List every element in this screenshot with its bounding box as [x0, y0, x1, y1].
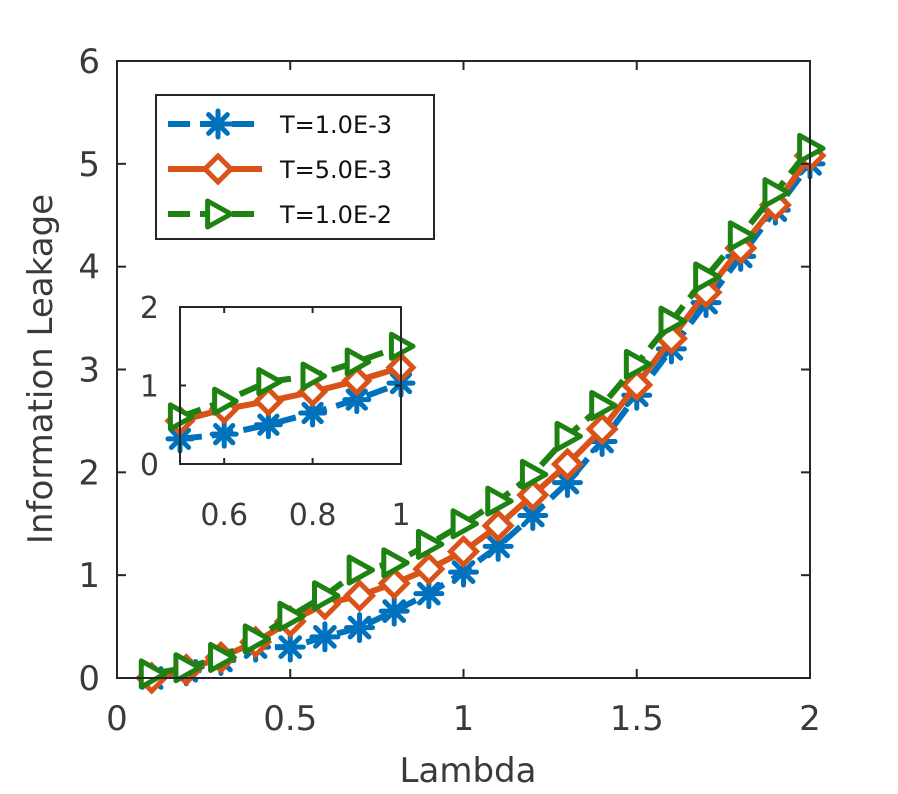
- inset-data-point-t-1-0e-2: [256, 367, 283, 397]
- legend-label: T=5.0E-3: [279, 156, 392, 184]
- data-point-t-1-0e-2: [623, 348, 653, 380]
- y-tick-label: 0: [78, 659, 100, 699]
- data-point-t-5-0e-3: [620, 368, 654, 402]
- inset-background: [180, 307, 401, 464]
- inset-y-tick-label: 2: [140, 291, 159, 326]
- legend-marker-t-1-0e-2: [205, 198, 234, 230]
- inset-y-tick-label: 0: [140, 448, 159, 483]
- y-tick-label: 4: [78, 248, 100, 288]
- legend-label: T=1.0E-3: [279, 111, 392, 139]
- inset-y-tick-label: 1: [140, 370, 159, 405]
- data-point-t-5-0e-3: [550, 447, 584, 481]
- inset-x-tick-label: 1: [391, 498, 410, 533]
- data-point-t-1-0e-2: [519, 458, 549, 490]
- data-point-t-5-0e-3: [446, 534, 481, 569]
- inset-data-point-t-5-0e-3: [252, 385, 284, 417]
- x-axis-label: Lambda: [400, 751, 537, 791]
- data-point-t-1-0e-2: [208, 641, 237, 673]
- data-point-t-1-0e-3: [344, 612, 376, 644]
- inset-x-tick-label: 0.8: [289, 498, 337, 533]
- data-point-t-1-0e-2: [589, 389, 618, 421]
- inset-axis-ticks: 0.6 0.8 1 0 1 2: [140, 291, 411, 533]
- legend-item-t-1-0e-2: T=1.0E-2: [168, 198, 392, 230]
- legend-item-t-1-0e-3: T=1.0E-3: [168, 108, 392, 140]
- data-point-t-1-0e-2: [797, 132, 826, 164]
- inset-data-point-t-1-0e-2: [344, 347, 372, 377]
- inset-data-point-t-1-0e-3: [253, 410, 283, 440]
- data-point-t-1-0e-2: [277, 600, 306, 632]
- x-tick-label: 1.5: [610, 699, 664, 739]
- legend-item-t-5-0e-3: T=5.0E-3: [168, 152, 392, 186]
- series-t-1-0e-2: [138, 132, 826, 690]
- inset-data-point-t-1-0e-2: [167, 402, 195, 432]
- data-point-t-1-0e-2: [485, 485, 514, 517]
- data-point-t-5-0e-3: [481, 509, 515, 543]
- data-point-t-1-0e-2: [554, 420, 583, 452]
- data-point-t-1-0e-2: [762, 177, 791, 209]
- data-point-t-1-0e-3: [378, 595, 410, 627]
- data-point-t-5-0e-3: [516, 478, 550, 512]
- legend-marker-t-1-0e-3: [202, 108, 234, 140]
- data-point-t-5-0e-3: [343, 579, 377, 613]
- legend-items: T=1.0E-3 T=5.0E-3 T=1.0E-2: [168, 108, 392, 230]
- data-point-t-5-0e-3: [585, 412, 619, 446]
- inset-series-t-1-0e-2: [167, 331, 416, 432]
- x-tick-label: 2: [799, 699, 821, 739]
- y-tick-label: 5: [78, 145, 100, 185]
- y-tick-label: 3: [78, 351, 100, 391]
- inset-data-point-t-1-0e-3: [209, 419, 239, 449]
- data-point-t-1-0e-2: [415, 528, 445, 560]
- legend-label: T=1.0E-2: [279, 201, 392, 229]
- y-tick-label: 6: [78, 42, 100, 82]
- x-tick-label: 0.5: [263, 699, 317, 739]
- data-point-t-5-0e-3: [412, 552, 446, 586]
- inset-data-point-t-1-0e-2: [212, 386, 239, 416]
- data-point-t-1-0e-2: [450, 508, 479, 540]
- inset-data-point-t-1-0e-2: [300, 361, 328, 391]
- data-point-t-1-0e-2: [346, 554, 376, 586]
- data-point-t-1-0e-3: [309, 621, 341, 653]
- x-tick-label: 0: [106, 699, 128, 739]
- legend-marker-t-5-0e-3: [201, 152, 235, 186]
- data-point-t-5-0e-3: [377, 566, 411, 600]
- data-point-t-1-0e-2: [242, 623, 272, 655]
- y-tick-label: 2: [78, 453, 100, 493]
- data-point-t-1-0e-2: [138, 658, 168, 690]
- x-tick-label: 1: [453, 699, 475, 739]
- data-point-t-1-0e-2: [693, 261, 722, 293]
- inset-data-point-t-1-0e-2: [388, 331, 416, 361]
- data-point-t-1-0e-2: [173, 652, 202, 684]
- data-point-t-1-0e-2: [312, 580, 341, 612]
- main-plot-area: [135, 132, 827, 695]
- inset-x-tick-label: 0.6: [200, 498, 248, 533]
- data-point-t-1-0e-2: [658, 305, 687, 337]
- data-point-t-1-0e-2: [727, 220, 757, 252]
- legend: T=1.0E-3 T=5.0E-3 T=1.0E-2: [155, 94, 435, 240]
- y-tick-label: 1: [78, 556, 100, 596]
- y-axis-label: Information Leakage: [21, 194, 61, 544]
- inset-plot: 0.6 0.8 1 0 1 2: [140, 291, 417, 533]
- data-point-t-1-0e-3: [274, 631, 306, 663]
- main-axis-ticks: 0 0.5 1 1.5 2 0 1 2 3 4 5 6: [78, 42, 820, 739]
- data-point-t-1-0e-2: [381, 547, 410, 579]
